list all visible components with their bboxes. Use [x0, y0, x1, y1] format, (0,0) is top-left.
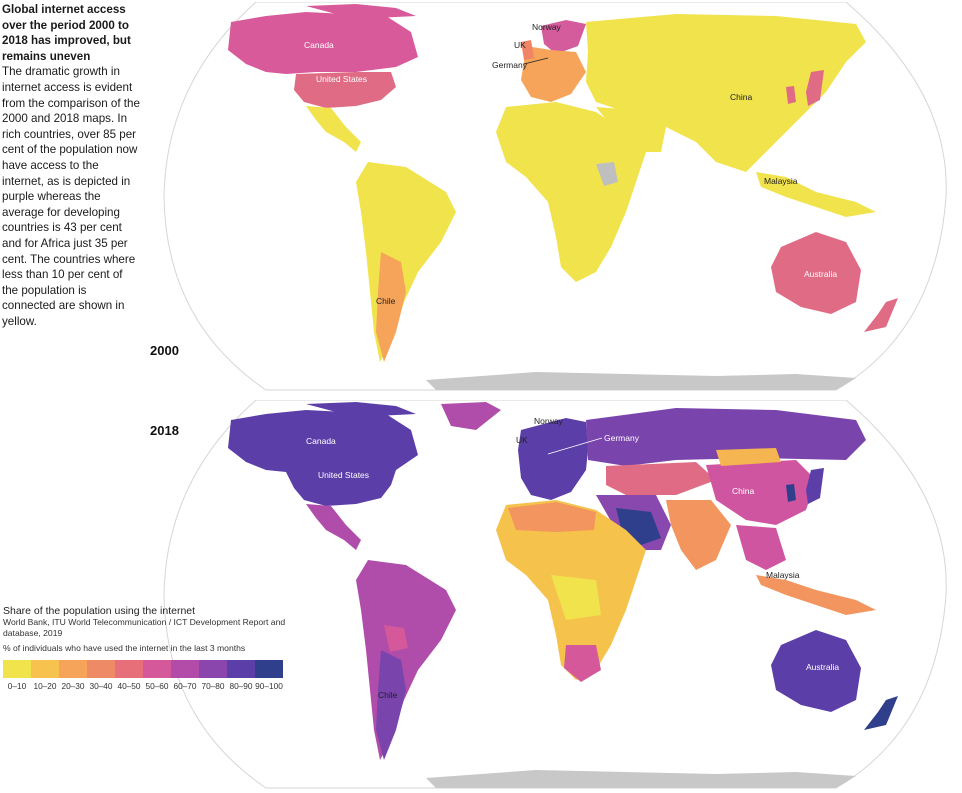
legend-tick-label: 60–70	[173, 680, 197, 691]
region-antarctica	[426, 372, 856, 390]
region-nordics	[541, 20, 586, 54]
region-australia	[771, 630, 861, 712]
legend-swatch	[171, 659, 199, 678]
region-saudi-arabia	[616, 508, 661, 546]
region-southeast-asia	[736, 525, 786, 570]
legend-swatch	[3, 659, 31, 678]
region-europe	[521, 46, 586, 102]
germany-leader-line	[523, 57, 549, 65]
legend: Share of the population using the intern…	[3, 605, 303, 691]
region-india	[666, 500, 731, 570]
label-united-states: United States	[316, 74, 367, 84]
label-australia: Australia	[804, 269, 837, 279]
label-uk: UK	[516, 435, 528, 445]
legend-tick-label: 40–50	[117, 680, 141, 691]
legend-swatches	[3, 659, 303, 678]
legend-tick-label: 50–60	[145, 680, 169, 691]
legend-tick-label: 0–10	[7, 680, 27, 691]
region-new-zealand	[864, 298, 898, 332]
legend-swatch	[115, 659, 143, 678]
region-europe	[518, 418, 588, 500]
label-china: China	[730, 92, 752, 102]
region-new-zealand	[864, 696, 898, 730]
region-japan	[806, 70, 824, 106]
region-arctic-islands	[306, 402, 416, 416]
legend-tick-label: 20–30	[61, 680, 85, 691]
year-label-2000: 2000	[150, 343, 179, 358]
legend-swatch	[255, 659, 283, 678]
region-africa	[496, 102, 646, 282]
label-chile: Chile	[376, 296, 396, 306]
legend-title: Share of the population using the intern…	[3, 605, 196, 617]
intro-text: Global internet access over the period 2…	[2, 2, 140, 329]
region-asia	[586, 14, 866, 172]
legend-swatch	[87, 659, 115, 678]
map-2000-svg: Canada United States Norway UK Germany C…	[163, 2, 947, 391]
label-uk: UK	[514, 40, 526, 50]
legend-tick-label: 70–80	[201, 680, 225, 691]
label-chile: Chile	[378, 690, 398, 700]
region-southeast-asia	[756, 172, 876, 217]
region-japan	[806, 468, 824, 504]
region-china	[706, 460, 816, 525]
region-middle-east	[596, 107, 666, 152]
map-2000: Canada United States Norway UK Germany C…	[156, 2, 956, 392]
region-horn-gap	[596, 162, 618, 186]
region-south-america	[356, 560, 456, 760]
label-malaysia: Malaysia	[764, 176, 798, 186]
region-central-america	[306, 504, 361, 550]
region-greenland	[441, 402, 501, 430]
region-canada	[228, 12, 418, 74]
label-united-states: United States	[318, 470, 369, 480]
region-central-asia	[606, 462, 716, 495]
label-australia: Australia	[806, 662, 839, 672]
region-australia	[771, 232, 861, 314]
region-bolivia	[384, 625, 408, 652]
region-russia	[586, 408, 866, 466]
legend-tick-label: 30–40	[89, 680, 113, 691]
region-southeast-islands	[756, 575, 876, 615]
region-korea	[786, 86, 796, 104]
region-uk	[521, 40, 534, 60]
label-germany: Germany	[492, 60, 528, 70]
intro-body: The dramatic growth in internet access i…	[2, 65, 140, 328]
label-norway: Norway	[534, 416, 564, 426]
region-chile-argentina	[376, 650, 406, 760]
label-malaysia: Malaysia	[766, 570, 800, 580]
label-canada: Canada	[304, 40, 334, 50]
germany-leader-line	[547, 437, 603, 455]
region-central-america	[306, 106, 361, 152]
label-germany: Germany	[604, 433, 640, 443]
year-label-2018: 2018	[150, 423, 179, 438]
region-central-africa	[551, 575, 601, 620]
legend-swatch	[199, 659, 227, 678]
legend-ticks: 0–10 10–20 20–30 30–40 40–50 50–60 60–70 70–80 8…	[3, 681, 303, 691]
region-north-africa	[508, 502, 596, 532]
region-southern-africa	[564, 645, 601, 682]
legend-tick-label: 10–20	[33, 680, 57, 691]
legend-note: % of individuals who have used the inter…	[3, 643, 246, 653]
region-arctic-islands	[306, 4, 416, 18]
legend-swatch	[143, 659, 171, 678]
region-mongolia	[716, 448, 781, 466]
legend-swatch	[59, 659, 87, 678]
region-south-america	[356, 162, 456, 362]
legend-source: World Bank, ITU World Telecommunication …	[3, 617, 286, 638]
label-china: China	[732, 486, 754, 496]
legend-swatch	[31, 659, 59, 678]
label-canada: Canada	[306, 436, 336, 446]
label-norway: Norway	[532, 22, 562, 32]
region-united-states	[294, 72, 396, 108]
region-korea	[786, 484, 796, 502]
region-chile-argentina	[376, 252, 406, 362]
map-2018-svg: Canada United States Norway UK Germany C…	[163, 400, 947, 789]
legend-tick-label: 90–100	[255, 680, 283, 691]
legend-swatch	[227, 659, 255, 678]
region-antarctica	[426, 770, 856, 788]
legend-tick-label: 80–90	[229, 680, 253, 691]
headline: Global internet access over the period 2…	[2, 3, 131, 63]
region-north-america	[228, 410, 418, 506]
map-2018: Canada United States Norway UK Germany C…	[156, 400, 956, 790]
